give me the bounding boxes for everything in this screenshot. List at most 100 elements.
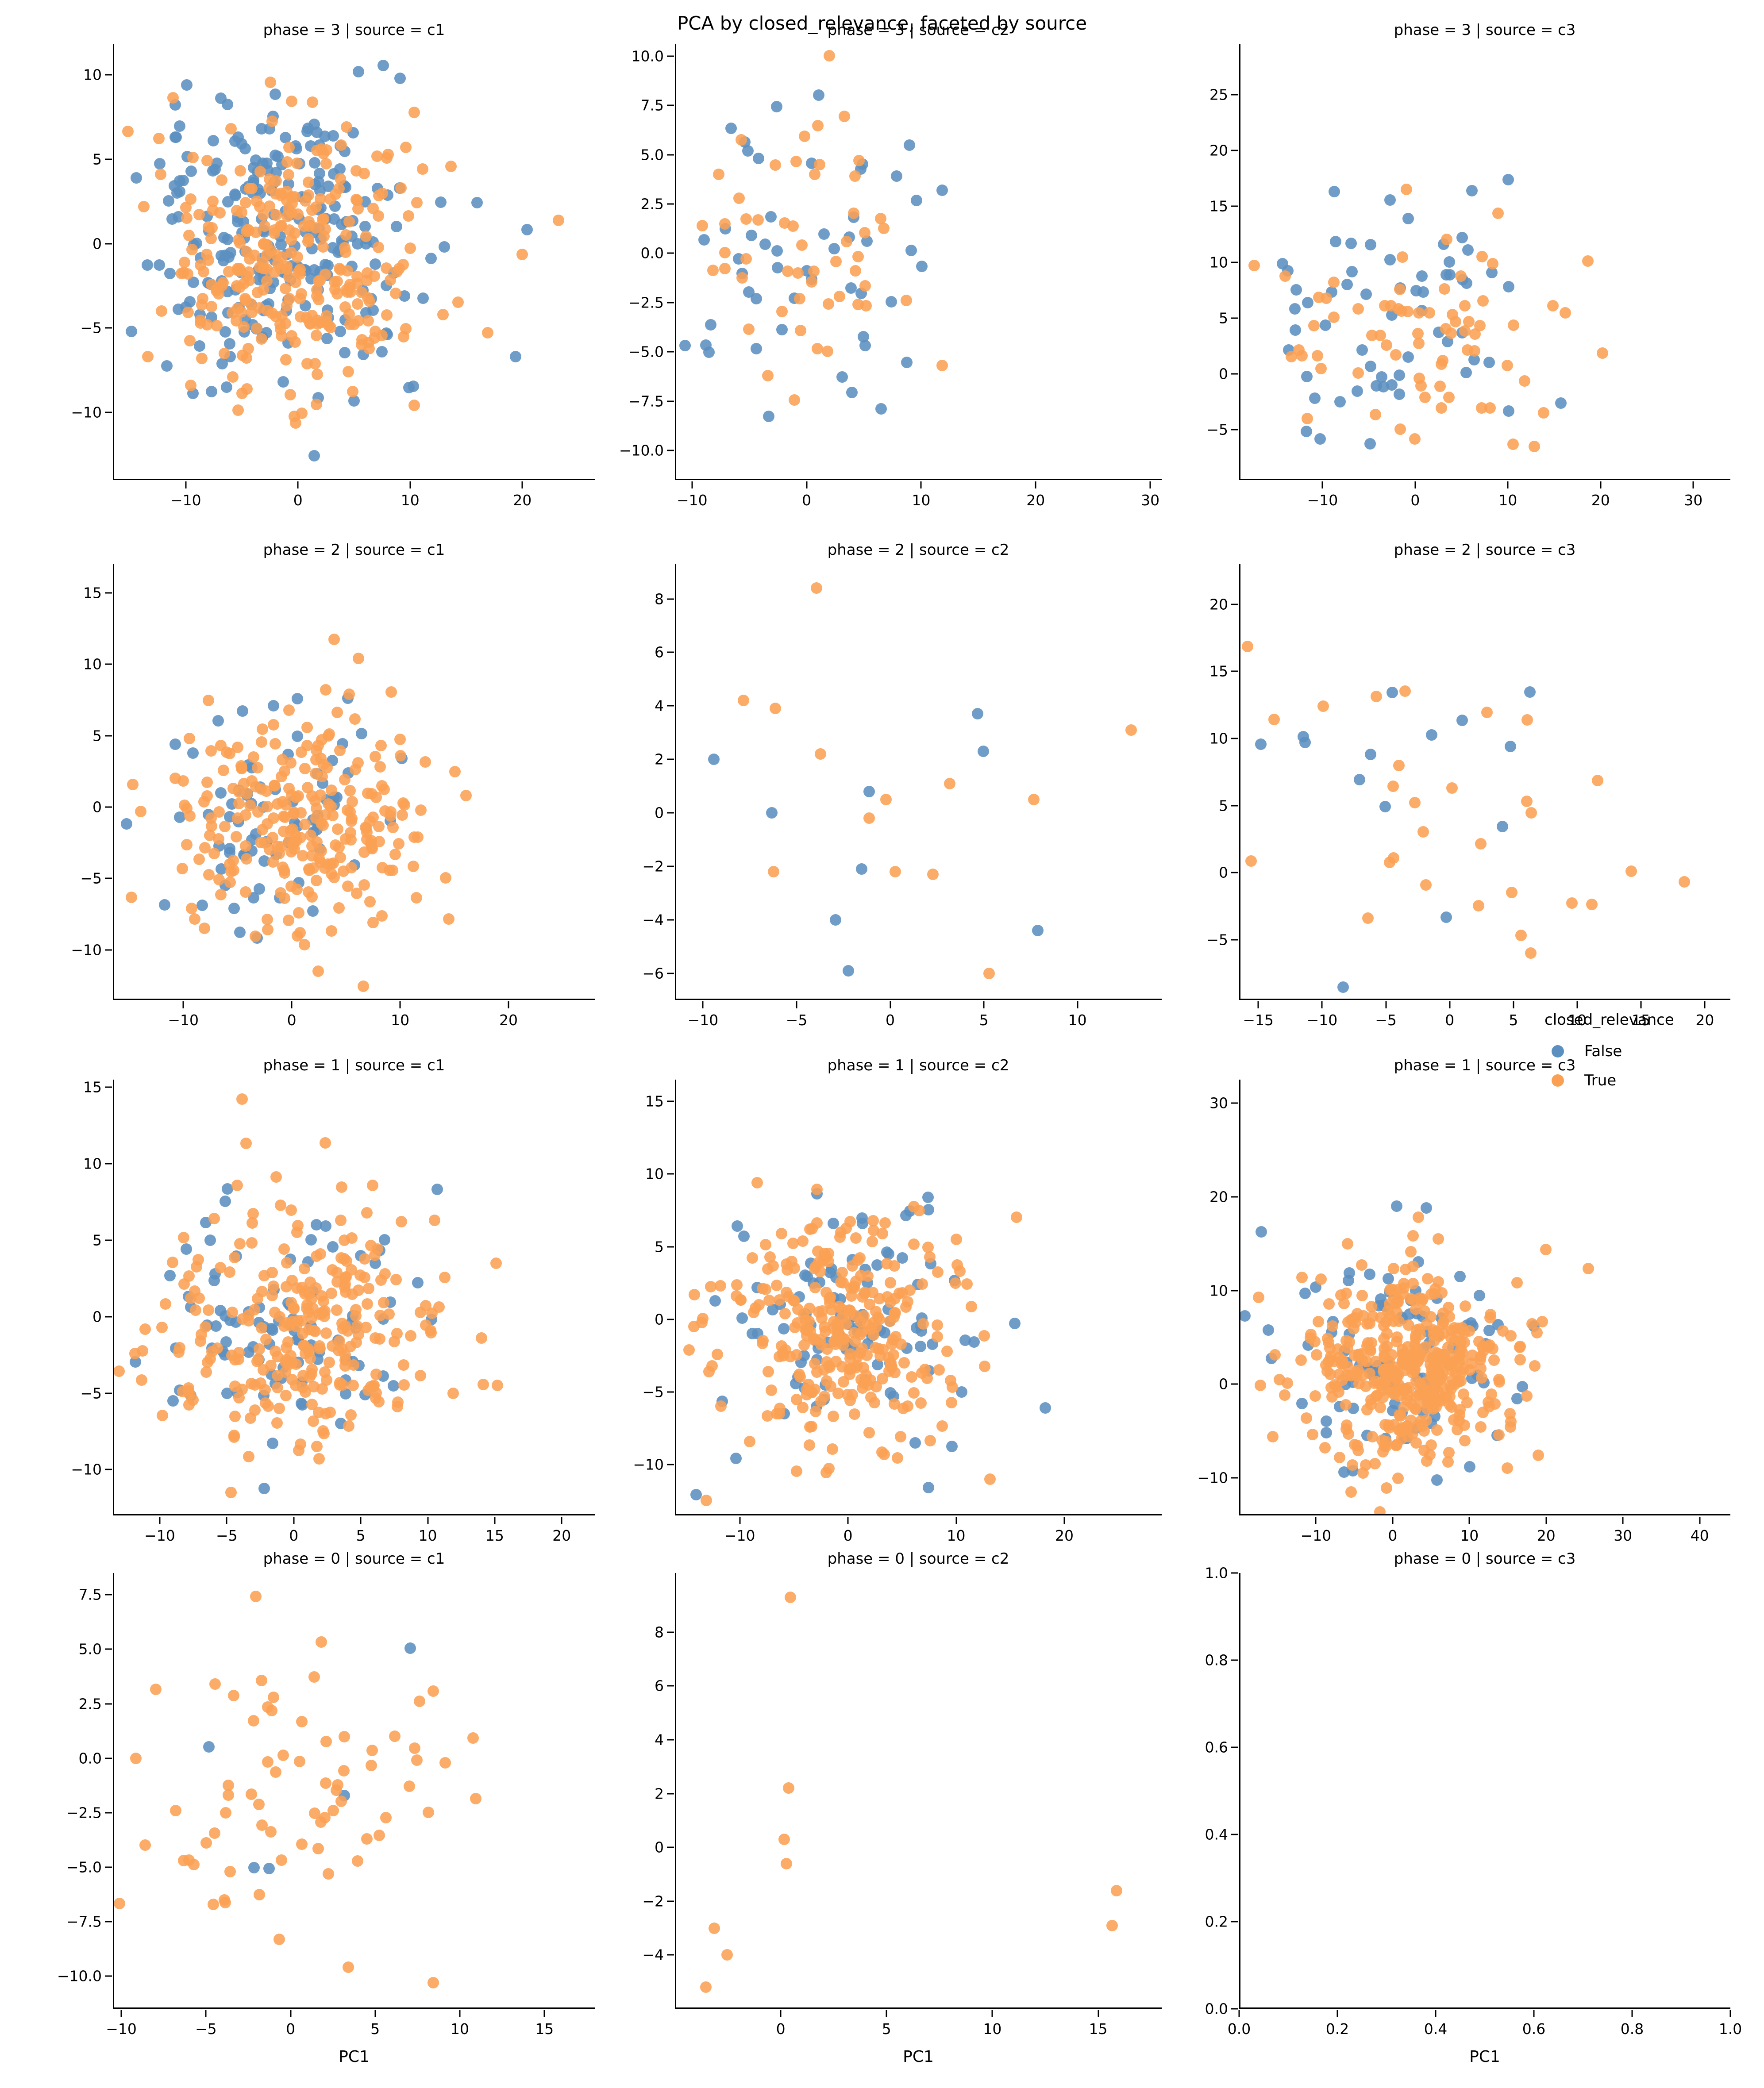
- scatter-point: [282, 914, 294, 926]
- scatter-point: [203, 225, 215, 237]
- scatter-point: [1425, 1288, 1437, 1300]
- scatter-point: [1354, 774, 1366, 785]
- legend-item-true[interactable]: True: [1544, 1066, 1674, 1095]
- scatter-point: [331, 1276, 343, 1288]
- scatter-point: [267, 856, 279, 868]
- scatter-point: [1310, 1281, 1321, 1293]
- scatter-point: [247, 892, 259, 904]
- scatter-point: [316, 214, 328, 226]
- y-tick-label: 15: [645, 1092, 664, 1110]
- y-tick-label: 2: [655, 1785, 664, 1803]
- scatter-point: [374, 761, 386, 773]
- scatter-point: [300, 312, 312, 324]
- scatter-point: [287, 796, 299, 808]
- scatter-point: [1387, 1404, 1398, 1416]
- scatter-point: [317, 241, 329, 253]
- scatter-point: [836, 1361, 848, 1373]
- y-tick-mark: [105, 1812, 112, 1814]
- y-tick-label: −5: [80, 1384, 102, 1402]
- scatter-point: [398, 799, 410, 811]
- scatter-point: [1383, 856, 1395, 868]
- facet-title: phase = 0 | source = c1: [263, 1550, 445, 1568]
- scatter-point: [312, 810, 324, 822]
- x-tick-label: 0: [886, 1011, 895, 1029]
- scatter-point: [231, 1250, 243, 1262]
- plot-area: [1239, 1080, 1730, 1515]
- scatter-point: [873, 1293, 885, 1305]
- scatter-point: [222, 233, 234, 245]
- scatter-point: [189, 1285, 200, 1297]
- scatter-point: [770, 703, 782, 715]
- scatter-point: [1402, 1341, 1414, 1353]
- scatter-point: [1475, 1421, 1487, 1433]
- scatter-point: [1370, 1356, 1382, 1368]
- scatter-point: [1488, 1354, 1500, 1366]
- scatter-point: [243, 1309, 254, 1321]
- scatter-point: [1328, 277, 1340, 288]
- x-tick-mark: [1149, 481, 1151, 488]
- scatter-point: [291, 157, 303, 169]
- scatter-point: [1322, 1356, 1334, 1368]
- x-tick-label: −10: [724, 1527, 755, 1544]
- y-tick-mark: [1231, 1572, 1238, 1574]
- scatter-point: [1245, 855, 1257, 867]
- scatter-point: [1411, 1356, 1423, 1368]
- scatter-point: [361, 1833, 373, 1845]
- scatter-point: [1368, 1377, 1380, 1389]
- scatter-point: [1446, 308, 1458, 320]
- scatter-point: [393, 262, 405, 274]
- scatter-point: [798, 1339, 810, 1351]
- scatter-point: [200, 249, 212, 261]
- scatter-point: [1344, 1267, 1356, 1279]
- scatter-point: [1474, 1354, 1486, 1366]
- scatter-point: [315, 317, 327, 329]
- scatter-point: [228, 1251, 240, 1263]
- scatter-point: [209, 1268, 221, 1280]
- y-tick-mark: [105, 949, 112, 951]
- scatter-point: [1315, 1273, 1327, 1285]
- scatter-point: [325, 858, 337, 870]
- scatter-point: [173, 1342, 185, 1354]
- legend-item-false[interactable]: False: [1544, 1037, 1674, 1066]
- scatter-point: [312, 176, 324, 188]
- scatter-point: [368, 1380, 380, 1391]
- scatter-point: [333, 182, 345, 194]
- scatter-point: [1432, 1370, 1444, 1382]
- y-tick-mark: [667, 203, 674, 205]
- scatter-point: [345, 1409, 357, 1421]
- scatter-point: [229, 135, 241, 147]
- scatter-point: [1302, 1339, 1314, 1351]
- scatter-point: [427, 1976, 439, 1988]
- scatter-point: [1379, 1351, 1390, 1363]
- scatter-point: [308, 1807, 320, 1819]
- scatter-point: [231, 280, 243, 292]
- scatter-point: [169, 1342, 181, 1354]
- scatter-point: [224, 747, 235, 759]
- scatter-point: [1388, 1388, 1400, 1400]
- scatter-point: [327, 1264, 339, 1276]
- scatter-point: [832, 1326, 844, 1338]
- scatter-point: [276, 251, 288, 263]
- scatter-point: [318, 231, 330, 242]
- scatter-point: [357, 980, 369, 992]
- scatter-point: [850, 1361, 862, 1373]
- scatter-point: [368, 332, 380, 344]
- scatter-point: [1468, 354, 1480, 366]
- scatter-point: [394, 72, 406, 84]
- scatter-point: [373, 1396, 385, 1408]
- scatter-point: [391, 1327, 403, 1339]
- scatter-point: [204, 830, 216, 842]
- scatter-point: [284, 209, 296, 221]
- scatter-point: [348, 859, 360, 871]
- scatter-point: [301, 721, 313, 733]
- scatter-point: [1501, 1462, 1513, 1474]
- scatter-point: [293, 213, 305, 225]
- scatter-point: [1483, 1339, 1495, 1351]
- scatter-point: [1411, 1343, 1422, 1355]
- x-tick-mark: [427, 1517, 429, 1524]
- scatter-point: [1396, 1384, 1408, 1396]
- scatter-point: [352, 315, 364, 327]
- x-tick-label: 20: [552, 1527, 571, 1544]
- scatter-point: [277, 825, 289, 837]
- scatter-point: [834, 1330, 846, 1341]
